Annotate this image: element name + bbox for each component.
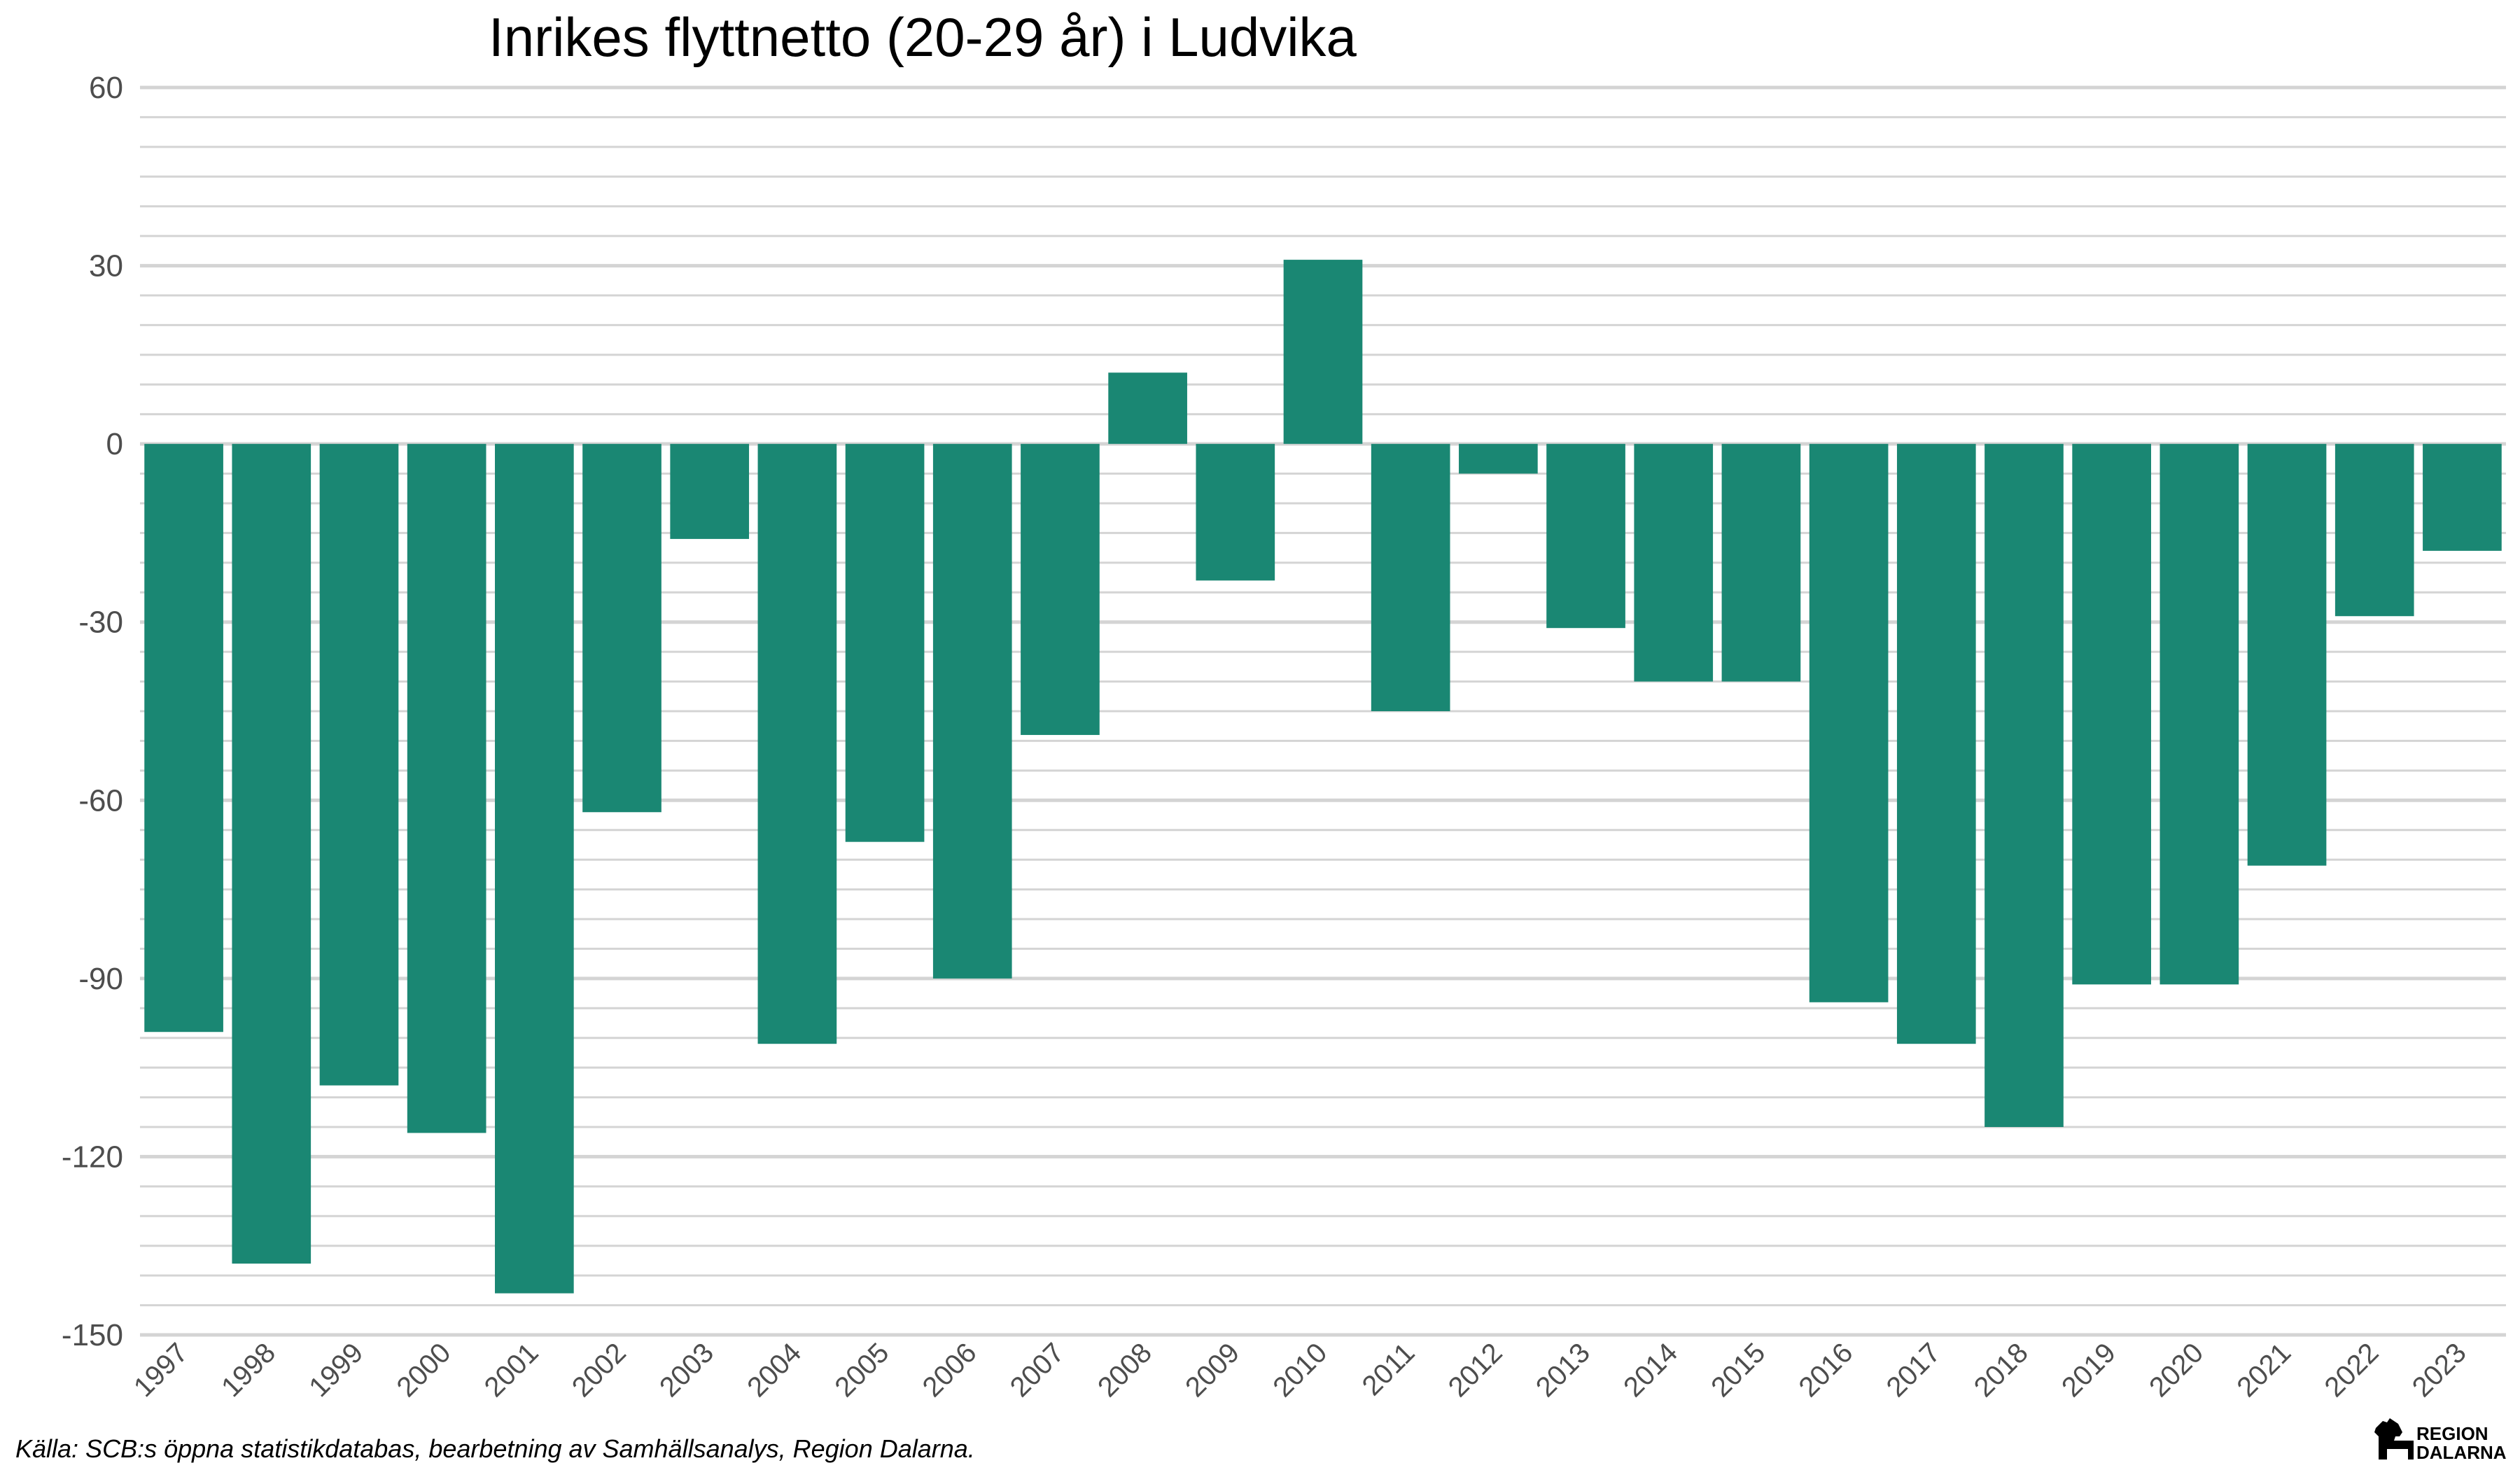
bar-2023 [2423, 444, 2502, 551]
x-tick-label: 2021 [2231, 1337, 2297, 1403]
bar-2013 [1546, 444, 1625, 629]
x-tick-label: 2010 [1267, 1337, 1333, 1403]
x-tick-label: 2014 [1618, 1337, 1684, 1403]
y-tick-label: -150 [62, 1318, 123, 1352]
x-tick-label: 2023 [2407, 1337, 2472, 1403]
bar-1999 [319, 444, 399, 1086]
dala-horse-icon [2374, 1418, 2414, 1460]
bar-2017 [1896, 444, 1976, 1044]
bar-2019 [2072, 444, 2151, 985]
bar-2009 [1196, 444, 1275, 581]
x-tick-label: 2000 [391, 1337, 456, 1403]
y-tick-label: 60 [89, 71, 123, 105]
x-tick-label: 2004 [741, 1337, 807, 1403]
bar-2016 [1809, 444, 1889, 1002]
bar-2012 [1459, 444, 1538, 474]
chart-title: Inrikes flyttnetto (20-29 år) i Ludvika [489, 6, 1357, 68]
bar-2022 [2334, 444, 2414, 617]
y-tick-label: -90 [78, 962, 123, 996]
bar-2005 [845, 444, 925, 842]
y-tick-label: -30 [78, 606, 123, 640]
bar-2006 [932, 444, 1012, 979]
x-tick-label: 2007 [1004, 1337, 1070, 1403]
x-tick-label: 1997 [128, 1337, 194, 1403]
x-tick-label: 2008 [1092, 1337, 1158, 1403]
bar-2008 [1108, 372, 1187, 444]
bar-2020 [2160, 444, 2239, 985]
x-tick-label: 2005 [829, 1337, 895, 1403]
bar-2014 [1634, 444, 1714, 682]
bar-2001 [495, 444, 574, 1294]
bar-2015 [1721, 444, 1801, 682]
x-tick-label: 2016 [1793, 1337, 1858, 1403]
x-tick-label: 2020 [2143, 1337, 2209, 1403]
x-tick-label: 2015 [1705, 1337, 1771, 1403]
y-axis-ticks: 60 30 0 -30 -60 -90 -120 -150 [62, 71, 123, 1352]
y-tick-label: 30 [89, 249, 123, 284]
bar-2018 [1984, 444, 2064, 1127]
x-tick-label: 1999 [303, 1337, 369, 1403]
x-tick-label: 2001 [479, 1337, 545, 1403]
source-caption: Källa: SCB:s öppna statistikdatabas, bea… [15, 1434, 975, 1463]
bar-2003 [670, 444, 750, 539]
bar-1998 [232, 444, 312, 1264]
x-tick-label: 2002 [566, 1337, 632, 1403]
region-dalarna-logo: REGION DALARNA [2374, 1418, 2507, 1463]
x-tick-label: 2006 [917, 1337, 983, 1403]
y-tick-label: 0 [106, 427, 123, 461]
bar-2010 [1283, 260, 1363, 444]
x-tick-label: 2013 [1530, 1337, 1596, 1403]
x-tick-label: 2022 [2319, 1337, 2385, 1403]
bar-2002 [582, 444, 662, 813]
logo-line-1: REGION [2416, 1423, 2488, 1444]
x-tick-label: 2018 [1968, 1337, 2034, 1403]
bar-2021 [2247, 444, 2327, 866]
bar-2007 [1021, 444, 1100, 735]
bars [144, 260, 2502, 1294]
bar-2011 [1371, 444, 1450, 711]
logo-line-2: DALARNA [2416, 1442, 2507, 1463]
x-tick-label: 1998 [216, 1337, 281, 1403]
bar-1997 [144, 444, 223, 1032]
x-tick-label: 2012 [1443, 1337, 1508, 1403]
x-tick-label: 2009 [1180, 1337, 1245, 1403]
x-tick-label: 2019 [2056, 1337, 2122, 1403]
y-tick-label: -60 [78, 783, 123, 818]
y-tick-label: -120 [62, 1140, 123, 1174]
x-tick-label: 2003 [654, 1337, 720, 1403]
x-tick-label: 2017 [1881, 1337, 1947, 1403]
bar-2004 [757, 444, 837, 1044]
x-tick-label: 2011 [1357, 1337, 1421, 1401]
x-axis-ticks: 1997 1998 1999 2000 2001 2002 2003 2004 2005 2006… [128, 1337, 2472, 1403]
bar-2000 [407, 444, 486, 1133]
